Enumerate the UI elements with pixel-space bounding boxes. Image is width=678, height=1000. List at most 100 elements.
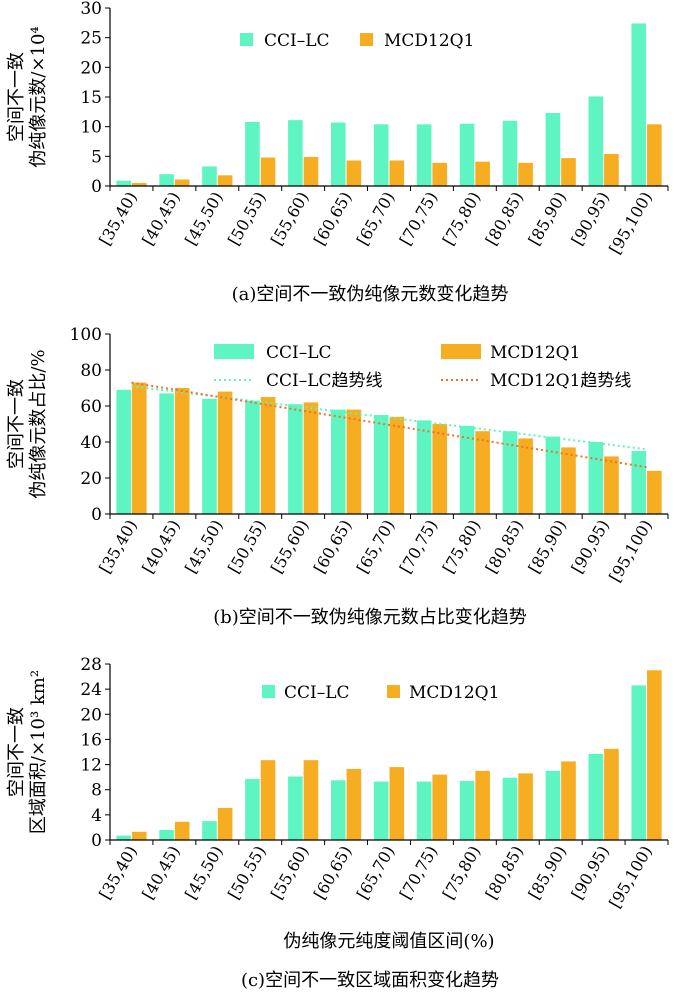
y-tick-label-c-3: 12 xyxy=(80,756,102,776)
bar-a-mcd-10 xyxy=(561,158,576,186)
bar-c-cci-9 xyxy=(502,777,518,840)
x-tick-label-c-11: [90,95) xyxy=(567,843,613,903)
x-tick-label-c-12: [95,100) xyxy=(605,843,656,912)
y-tick-label-c-4: 16 xyxy=(80,730,102,750)
bar-a-cci-7 xyxy=(416,124,432,186)
bar-b-mcd-10 xyxy=(561,447,576,514)
x-tick-label-a-2: [45,50) xyxy=(181,188,227,248)
x-tick-label-c-2: [45,50) xyxy=(181,843,227,903)
bar-b-cci-7 xyxy=(416,420,432,514)
bar-b-mcd-5 xyxy=(346,409,362,514)
x-tick-label-a-0: [35,40) xyxy=(95,189,141,249)
legend-label-cci: CCI–LC xyxy=(264,31,330,51)
bar-a-cci-6 xyxy=(373,124,389,186)
bar-b-mcd-1 xyxy=(174,388,190,514)
chart-a: [35,40)[40,45)[45,50)[50,55)[55,60)[60,6… xyxy=(6,0,669,305)
bar-c-mcd-8 xyxy=(475,770,490,840)
x-tick-label-a-5: [60,65) xyxy=(310,189,356,249)
bar-c-cci-0 xyxy=(116,835,131,840)
legend-b: CCI–LC MCD12Q1 CCI–LC趋势线 MCD12Q1趋势线 xyxy=(214,343,631,391)
y-tick-label-c-0: 0 xyxy=(91,831,102,851)
bar-a-cci-4 xyxy=(288,120,303,186)
x-tick-label-b-4: [55,60) xyxy=(267,517,313,577)
y-tick-label-a-1: 5 xyxy=(91,147,102,167)
x-axis-label-c: 伪纯像元纯度阈值区间(%) xyxy=(283,931,494,952)
bar-b-cci-8 xyxy=(459,425,475,514)
bar-a-cci-10 xyxy=(545,113,561,186)
y-tick-label-b-2: 40 xyxy=(80,433,102,453)
bar-b-cci-3 xyxy=(245,400,260,514)
y-tick-label-b-5: 100 xyxy=(70,325,102,345)
bar-c-mcd-11 xyxy=(604,748,619,840)
bar-c-cci-8 xyxy=(459,780,475,840)
x-tick-label-b-7: [70,75) xyxy=(396,517,442,577)
x-tick-label-c-3: [50,55) xyxy=(224,843,270,903)
y-tick-label-a-5: 25 xyxy=(80,29,102,49)
bar-b-mcd-4 xyxy=(303,402,319,514)
bar-a-mcd-7 xyxy=(432,162,448,186)
bar-c-cci-10 xyxy=(545,770,561,840)
bar-b-cci-4 xyxy=(288,404,303,514)
y-tick-label-b-1: 20 xyxy=(80,469,102,489)
bar-c-cci-2 xyxy=(202,821,217,840)
legend-label-mcd: MCD12Q1 xyxy=(384,31,474,51)
bar-b-mcd-11 xyxy=(604,456,619,514)
caption-b: (b)空间不一致伪纯像元数占比变化趋势 xyxy=(213,607,527,628)
legend-swatch-mcd xyxy=(360,33,373,46)
x-tick-label-b-12: [95,100) xyxy=(605,517,656,586)
bar-c-cci-4 xyxy=(288,776,303,840)
y-axis-label-b-1: 伪纯像元数占比/% xyxy=(28,349,49,498)
x-tick-label-a-10: [85,90) xyxy=(525,189,571,249)
x-tick-label-a-3: [50,55) xyxy=(224,189,270,249)
bar-a-cci-2 xyxy=(202,166,217,186)
y-tick-label-a-2: 10 xyxy=(80,118,102,138)
legend-trend-label-mcd: MCD12Q1趋势线 xyxy=(490,371,631,391)
x-tick-label-b-5: [60,65) xyxy=(310,517,356,577)
bar-c-mcd-2 xyxy=(217,807,233,840)
x-tick-label-b-6: [65,70) xyxy=(353,517,399,577)
bar-b-mcd-9 xyxy=(518,438,533,514)
bar-a-mcd-0 xyxy=(131,183,147,186)
bar-a-mcd-3 xyxy=(260,157,276,186)
bar-a-mcd-5 xyxy=(346,160,362,186)
bar-a-mcd-11 xyxy=(604,153,619,186)
bar-a-cci-8 xyxy=(459,123,475,186)
x-tick-label-c-9: [80,85) xyxy=(482,843,528,903)
bar-a-cci-12 xyxy=(631,23,647,186)
x-tick-label-a-12: [95,100) xyxy=(605,189,656,258)
y-axis-label-c-0: 空间不一致 xyxy=(6,707,27,797)
bar-a-mcd-4 xyxy=(303,156,319,186)
x-tick-label-c-4: [55,60) xyxy=(267,843,313,903)
bar-c-mcd-12 xyxy=(647,670,662,840)
legend-label-cci: CCI–LC xyxy=(284,683,350,703)
bar-c-cci-1 xyxy=(159,829,174,840)
x-tick-label-c-5: [60,65) xyxy=(310,843,356,903)
x-tick-label-c-6: [65,70) xyxy=(353,843,399,903)
legend-label-cci: CCI–LC xyxy=(266,343,332,363)
bar-a-mcd-8 xyxy=(475,161,490,186)
bar-a-cci-3 xyxy=(245,121,260,186)
bar-b-cci-10 xyxy=(545,436,561,514)
y-axis-label-a-1: 伪纯像元数/×10⁴ xyxy=(28,26,49,167)
legend-trend-label-cci: CCI–LC趋势线 xyxy=(266,371,383,391)
bar-a-cci-11 xyxy=(588,96,604,186)
legend-swatch-cci xyxy=(240,33,253,46)
x-tick-label-c-10: [85,90) xyxy=(525,843,571,903)
y-axis-label-c-1: 区域面积/×10³ km² xyxy=(28,670,49,834)
x-tick-label-b-10: [85,90) xyxy=(525,517,571,577)
chart-c: [35,40)[40,45)[45,50)[50,55)[55,60)[60,6… xyxy=(6,655,669,991)
bar-b-cci-6 xyxy=(373,415,389,514)
x-tick-label-b-2: [45,50) xyxy=(181,517,227,577)
bar-c-mcd-4 xyxy=(303,760,319,840)
y-tick-label-b-4: 80 xyxy=(80,361,102,381)
x-tick-label-b-3: [50,55) xyxy=(224,517,270,577)
bar-b-mcd-12 xyxy=(647,470,662,514)
bar-a-mcd-6 xyxy=(389,160,405,186)
bar-b-mcd-0 xyxy=(131,382,147,514)
y-axis-label-a-0: 空间不一致 xyxy=(6,52,27,142)
bar-c-mcd-6 xyxy=(389,767,405,840)
bar-c-cci-12 xyxy=(631,685,647,840)
bar-b-mcd-2 xyxy=(217,391,233,514)
y-tick-label-a-0: 0 xyxy=(91,177,102,197)
x-tick-label-a-11: [90,95) xyxy=(567,189,613,249)
